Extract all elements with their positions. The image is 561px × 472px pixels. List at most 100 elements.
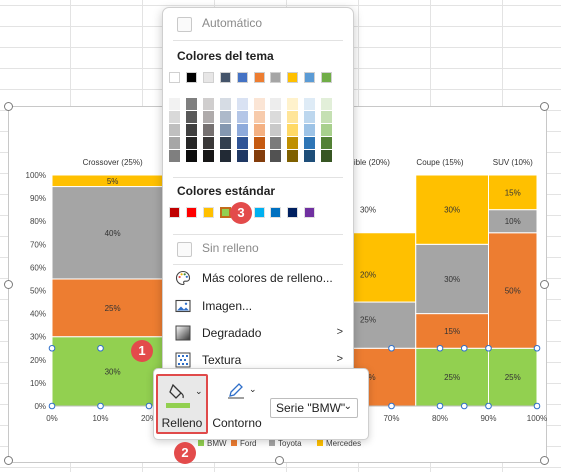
theme-shade-swatch[interactable] xyxy=(185,98,197,110)
theme-shade-swatch[interactable] xyxy=(169,111,180,123)
theme-shade-swatch[interactable] xyxy=(219,137,231,149)
no-fill-option[interactable]: Sin relleno xyxy=(163,236,353,262)
theme-shade-swatch[interactable] xyxy=(185,137,197,149)
theme-shade-swatch[interactable] xyxy=(287,124,299,136)
callout-badge: 1 xyxy=(131,340,153,362)
theme-shade-swatch[interactable] xyxy=(253,150,265,162)
theme-color-swatch[interactable] xyxy=(236,72,248,83)
texture-option[interactable]: Textura > xyxy=(163,348,353,374)
theme-shade-swatch[interactable] xyxy=(253,124,265,136)
standard-color-swatch[interactable] xyxy=(202,207,214,218)
theme-shade-swatch[interactable] xyxy=(253,111,265,123)
chart-resize-handle[interactable] xyxy=(540,456,549,465)
theme-color-swatch[interactable] xyxy=(185,72,197,83)
theme-shade-swatch[interactable] xyxy=(321,124,333,136)
fill-button[interactable]: ⌄ Relleno xyxy=(156,374,208,434)
theme-shade-swatch[interactable] xyxy=(202,111,214,123)
separator xyxy=(173,40,343,41)
theme-color-swatch[interactable] xyxy=(321,72,333,83)
theme-shade-swatch[interactable] xyxy=(304,124,316,136)
theme-shade-swatch[interactable] xyxy=(169,98,180,110)
theme-shade-swatch[interactable] xyxy=(304,137,316,149)
theme-shade-swatch[interactable] xyxy=(202,150,214,162)
theme-shade-swatch[interactable] xyxy=(321,98,333,110)
gradient-option[interactable]: Degradado > xyxy=(163,321,353,347)
theme-shade-swatch[interactable] xyxy=(321,150,333,162)
theme-color-swatch[interactable] xyxy=(202,72,214,83)
series-selection-handle xyxy=(533,344,541,352)
segment-label: 30% xyxy=(360,206,376,215)
theme-color-swatch[interactable] xyxy=(253,72,265,83)
chart-resize-handle[interactable] xyxy=(4,456,13,465)
legend-swatch-mercedes xyxy=(317,440,323,446)
theme-color-swatch[interactable] xyxy=(219,72,231,83)
image-option[interactable]: Imagen... xyxy=(163,294,353,320)
theme-shade-swatch[interactable] xyxy=(270,137,282,149)
theme-shade-swatch[interactable] xyxy=(287,98,299,110)
theme-shade-swatch[interactable] xyxy=(169,137,180,149)
theme-shade-swatch[interactable] xyxy=(185,111,197,123)
theme-shade-swatch[interactable] xyxy=(169,150,180,162)
series-selection-handle xyxy=(97,344,104,352)
chart-resize-handle[interactable] xyxy=(275,456,284,465)
theme-shade-swatch[interactable] xyxy=(219,98,231,110)
theme-shade-swatch[interactable] xyxy=(304,150,316,162)
theme-shade-swatch[interactable] xyxy=(202,137,214,149)
standard-colors-title: Colores estándar xyxy=(177,184,276,198)
standard-color-swatch[interactable] xyxy=(169,207,180,218)
automatic-option[interactable]: Automático xyxy=(163,10,353,36)
theme-shade-swatch[interactable] xyxy=(185,150,197,162)
chart-resize-handle[interactable] xyxy=(540,280,549,289)
theme-shade-swatch[interactable] xyxy=(321,137,333,149)
outline-button[interactable]: ⌄ Contorno xyxy=(210,374,264,434)
theme-shade-swatch[interactable] xyxy=(253,98,265,110)
theme-shade-swatch[interactable] xyxy=(270,98,282,110)
theme-shade-swatch[interactable] xyxy=(236,98,248,110)
standard-color-swatch-selected[interactable] xyxy=(219,207,231,218)
chart-resize-handle[interactable] xyxy=(4,102,13,111)
theme-shade-swatch[interactable] xyxy=(287,111,299,123)
theme-shade-swatch[interactable] xyxy=(304,111,316,123)
more-colors-option[interactable]: Más colores de relleno... xyxy=(163,266,353,292)
standard-color-swatch[interactable] xyxy=(270,207,282,218)
theme-shade-swatch[interactable] xyxy=(202,124,214,136)
standard-color-swatch[interactable] xyxy=(185,207,197,218)
theme-shade-swatch[interactable] xyxy=(270,111,282,123)
theme-color-swatch[interactable] xyxy=(304,72,316,83)
y-tick-label: 20% xyxy=(30,356,46,365)
segment-label: 30% xyxy=(105,367,121,376)
chart-resize-handle[interactable] xyxy=(4,280,13,289)
theme-shade-swatch[interactable] xyxy=(219,150,231,162)
chart-mini-toolbar: ⌄ Relleno ⌄ Contorno Serie "BMW" ⌄ xyxy=(153,368,369,440)
theme-shade-swatch[interactable] xyxy=(270,124,282,136)
standard-color-swatch[interactable] xyxy=(287,207,299,218)
theme-shade-swatch[interactable] xyxy=(253,137,265,149)
theme-shade-swatch[interactable] xyxy=(169,124,180,136)
theme-shade-swatch[interactable] xyxy=(202,98,214,110)
series-selection-handle xyxy=(460,402,468,410)
theme-shade-swatch[interactable] xyxy=(236,137,248,149)
theme-shade-swatch[interactable] xyxy=(236,124,248,136)
theme-color-swatch[interactable] xyxy=(169,72,180,83)
theme-shade-swatch[interactable] xyxy=(270,150,282,162)
palette-icon xyxy=(175,270,191,286)
theme-shade-swatch[interactable] xyxy=(287,137,299,149)
theme-shade-swatch[interactable] xyxy=(321,111,333,123)
standard-color-swatch[interactable] xyxy=(304,207,316,218)
theme-shade-swatch[interactable] xyxy=(185,124,197,136)
theme-shade-swatch[interactable] xyxy=(236,150,248,162)
theme-color-swatch[interactable] xyxy=(287,72,299,83)
series-select[interactable]: Serie "BMW" ⌄ xyxy=(270,398,358,418)
series-selection-handle xyxy=(485,344,492,352)
theme-shade-swatch[interactable] xyxy=(287,150,299,162)
theme-color-swatch[interactable] xyxy=(270,72,282,83)
theme-shade-swatch[interactable] xyxy=(236,111,248,123)
theme-shade-swatch[interactable] xyxy=(219,111,231,123)
chart-segment-toyota xyxy=(51,186,174,280)
standard-color-swatch[interactable] xyxy=(253,207,265,218)
theme-colors-title: Colores del tema xyxy=(177,49,274,63)
chart-resize-handle[interactable] xyxy=(540,102,549,111)
segment-label: 10% xyxy=(505,217,521,226)
theme-shade-swatch[interactable] xyxy=(304,98,316,110)
theme-shade-swatch[interactable] xyxy=(219,124,231,136)
